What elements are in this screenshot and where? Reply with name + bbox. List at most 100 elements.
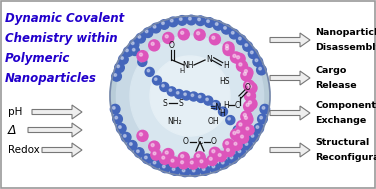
Circle shape [200,160,203,163]
Circle shape [234,128,245,139]
Circle shape [256,126,259,128]
Circle shape [170,19,173,22]
Circle shape [232,140,242,150]
Circle shape [250,51,253,54]
Text: Cargo: Cargo [315,66,346,75]
Circle shape [153,161,156,164]
Circle shape [237,56,240,59]
Circle shape [110,104,120,114]
FancyArrow shape [42,143,82,157]
Text: Structural: Structural [315,138,369,147]
Circle shape [178,29,189,40]
FancyArrow shape [28,123,82,137]
Circle shape [199,95,201,98]
Circle shape [117,65,120,68]
Circle shape [237,121,247,132]
Circle shape [118,55,128,64]
Circle shape [241,135,243,138]
Circle shape [169,157,179,167]
Circle shape [184,93,186,95]
Circle shape [239,123,242,126]
Circle shape [147,69,150,72]
Text: NH₂: NH₂ [168,118,182,126]
Circle shape [153,25,156,28]
Circle shape [249,132,259,142]
Circle shape [244,125,254,135]
Circle shape [226,44,229,47]
Circle shape [233,54,236,57]
Circle shape [178,159,189,169]
Circle shape [163,33,174,43]
Circle shape [243,141,253,150]
Circle shape [126,49,128,52]
Circle shape [226,142,229,145]
Circle shape [136,150,139,153]
Circle shape [193,169,195,172]
Circle shape [212,36,215,39]
Text: O: O [183,138,189,146]
Circle shape [259,67,261,70]
Circle shape [194,29,205,40]
Circle shape [223,139,234,150]
Text: =N: =N [209,104,221,112]
Text: Chemistry within: Chemistry within [5,32,118,45]
Circle shape [129,40,139,49]
Circle shape [224,27,226,29]
Circle shape [197,154,200,157]
Circle shape [200,166,210,175]
Circle shape [149,141,160,152]
Circle shape [171,159,174,162]
Circle shape [151,150,161,160]
Text: Nanoparticle: Nanoparticle [315,28,376,37]
Circle shape [216,151,226,162]
Text: C: C [234,101,240,109]
Circle shape [189,92,198,101]
Circle shape [228,118,230,120]
Circle shape [235,128,238,130]
Circle shape [197,93,206,102]
Text: NH: NH [182,60,194,70]
Circle shape [140,59,143,62]
Circle shape [234,142,237,145]
Circle shape [182,169,185,172]
Circle shape [258,114,267,124]
Circle shape [262,107,265,109]
Text: Component: Component [315,101,376,110]
Text: H: H [223,101,229,109]
Circle shape [176,91,179,94]
Text: N: N [206,54,212,64]
Circle shape [150,56,230,136]
Text: Release: Release [315,81,356,90]
Circle shape [132,49,135,51]
Text: H: H [219,109,225,119]
Circle shape [174,90,183,98]
Circle shape [246,98,257,109]
Circle shape [182,91,191,100]
Circle shape [246,103,249,106]
Text: HS: HS [220,77,230,87]
Circle shape [229,29,239,39]
Circle shape [237,130,240,133]
Text: Exchange: Exchange [315,116,366,125]
Text: Disassembly: Disassembly [315,43,376,52]
Circle shape [143,28,153,37]
Circle shape [162,22,164,25]
Circle shape [163,149,174,160]
Circle shape [197,32,200,35]
Circle shape [198,158,208,168]
Circle shape [162,165,165,168]
Circle shape [212,165,215,168]
Circle shape [127,141,137,150]
Circle shape [151,159,161,169]
Text: O: O [245,84,251,92]
Circle shape [218,153,221,156]
Circle shape [161,163,170,173]
Circle shape [244,70,247,73]
Circle shape [114,74,117,76]
Circle shape [190,161,193,164]
Circle shape [254,124,264,133]
Circle shape [130,36,250,156]
Circle shape [112,107,115,109]
Circle shape [237,60,247,71]
Circle shape [151,143,154,147]
